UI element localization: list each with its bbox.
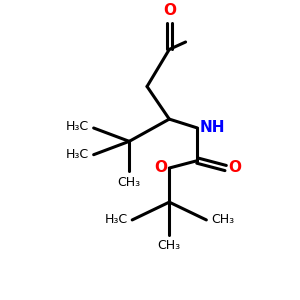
Text: O: O (228, 160, 241, 175)
Text: O: O (154, 160, 167, 175)
Text: CH₃: CH₃ (158, 239, 181, 252)
Text: H₃C: H₃C (66, 120, 89, 133)
Text: H₃C: H₃C (66, 148, 89, 161)
Text: O: O (163, 3, 176, 18)
Text: CH₃: CH₃ (211, 213, 234, 226)
Text: CH₃: CH₃ (118, 176, 141, 189)
Text: H₃C: H₃C (104, 213, 128, 226)
Text: NH: NH (200, 120, 225, 135)
